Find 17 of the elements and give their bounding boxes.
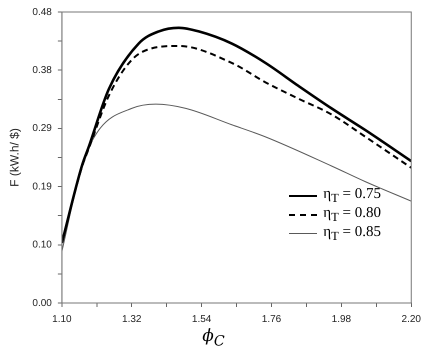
y-tick-label: 0.19 bbox=[32, 181, 52, 192]
x-tick-label: 1.32 bbox=[122, 314, 142, 325]
y-tick-label: 0.10 bbox=[32, 240, 52, 251]
x-tick-label: 2.20 bbox=[402, 314, 422, 325]
legend-label: η$_{T}$ = 0.75 bbox=[323, 186, 381, 206]
x-axis-title: ϕ$_{C}$ bbox=[201, 326, 226, 350]
y-tick-label: 0.29 bbox=[32, 123, 52, 134]
y-tick-label: 0.48 bbox=[32, 6, 52, 18]
y-tick-label: 0.38 bbox=[32, 64, 52, 76]
x-tick-label: 1.10 bbox=[52, 314, 72, 325]
y-axis-title: F (kW.h/ $) bbox=[8, 128, 22, 187]
x-tick-label: 1.54 bbox=[192, 314, 212, 325]
x-tick-label: 1.76 bbox=[262, 314, 282, 325]
legend-label: η$_{T}$ = 0.85 bbox=[323, 224, 381, 244]
y-tick-label: 0.00 bbox=[32, 298, 52, 309]
x-tick-label: 1.98 bbox=[332, 314, 352, 325]
legend-label: η$_{T}$ = 0.80 bbox=[323, 204, 381, 224]
